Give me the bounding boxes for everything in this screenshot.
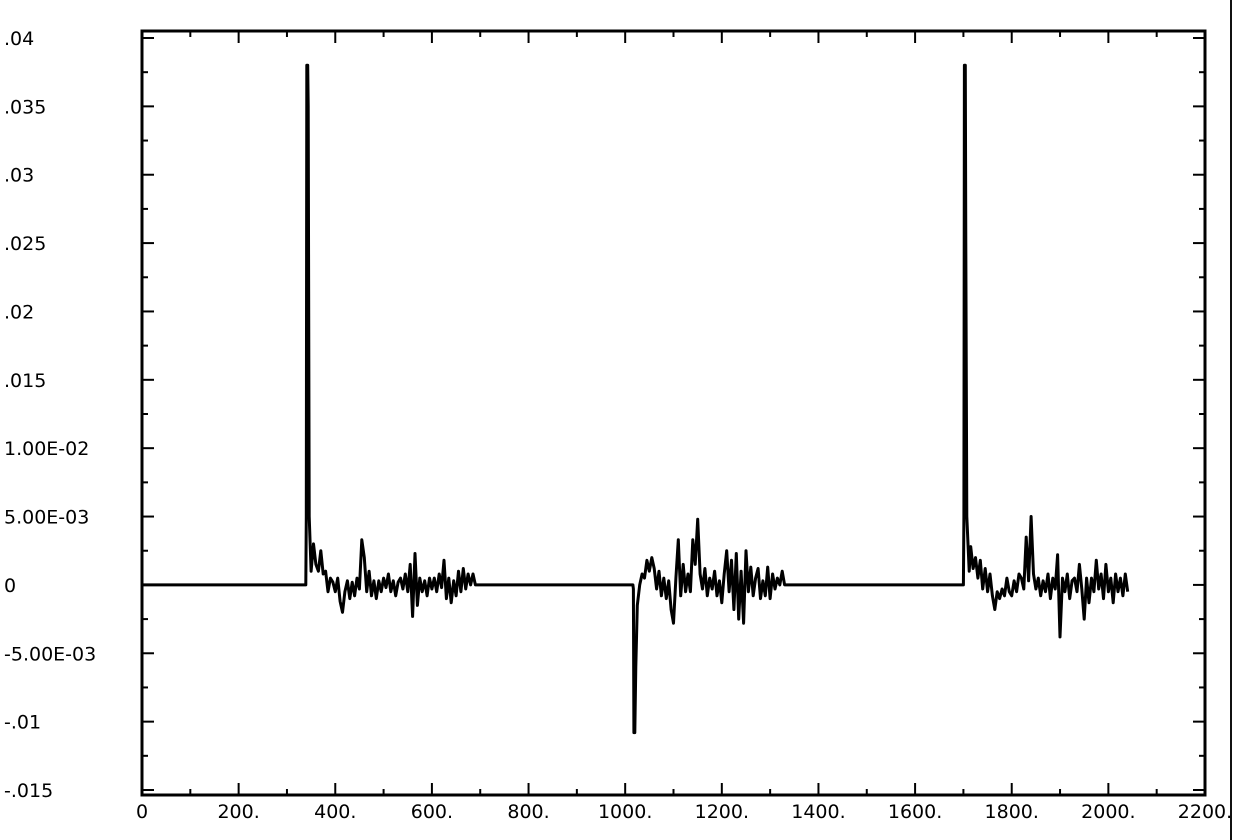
x-tick-label: 0 <box>136 801 148 823</box>
x-tick-label: 400. <box>314 801 356 823</box>
x-tick-label: 600. <box>411 801 453 823</box>
x-tick-label: 2200. <box>1178 801 1232 823</box>
y-tick-label: .015 <box>4 370 46 392</box>
axis-tick-labels: 0 200. 400. 600. 800. 1000. 1200. 1400. 1600. 180… <box>4 28 1232 823</box>
y-tick-label: .035 <box>4 96 46 118</box>
x-tick-label: 1400. <box>791 801 845 823</box>
y-tick-label: 5.00E-03 <box>4 507 89 529</box>
axis-ticks <box>141 31 1206 795</box>
x-tick-label: 1800. <box>985 801 1039 823</box>
y-tick-label: 0 <box>4 575 16 597</box>
y-tick-label: -5.00E-03 <box>4 643 96 665</box>
y-tick-label: -.01 <box>4 712 41 734</box>
x-tick-label: 1000. <box>598 801 652 823</box>
y-tick-label: -.015 <box>4 780 53 802</box>
x-tick-label: 1200. <box>695 801 749 823</box>
x-tick-label: 2000. <box>1081 801 1135 823</box>
window-edge <box>1230 0 1240 840</box>
x-tick-label: 1600. <box>888 801 942 823</box>
y-tick-label: .025 <box>4 233 46 255</box>
y-tick-label: .04 <box>4 28 34 50</box>
y-tick-label: .03 <box>4 165 34 187</box>
x-tick-label: 800. <box>507 801 549 823</box>
y-tick-label: .02 <box>4 301 34 323</box>
series-line <box>142 63 1130 735</box>
plot-frame <box>140 29 1207 797</box>
y-tick-label: 1.00E-02 <box>4 438 89 460</box>
x-tick-label: 200. <box>217 801 259 823</box>
